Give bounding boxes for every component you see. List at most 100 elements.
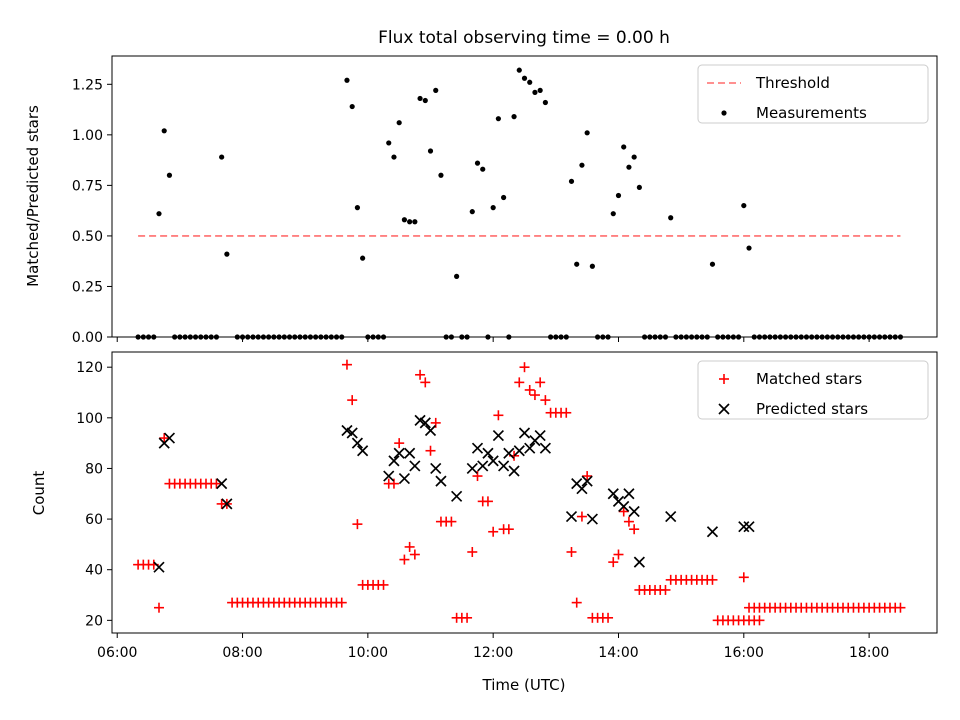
count-y-tick-label: 80 — [85, 461, 103, 477]
predicted-stars-point — [738, 521, 750, 533]
measurements-point — [615, 192, 622, 199]
matched-stars-point — [576, 511, 587, 522]
measurements-point — [709, 261, 716, 267]
matched-stars-point — [482, 496, 493, 507]
predicted-stars-point — [503, 447, 515, 459]
measurements-point — [417, 95, 423, 102]
matched-stars-point — [566, 546, 577, 557]
ratio-marks — [135, 67, 904, 340]
ratio-legend: Threshold Measurements — [697, 64, 929, 124]
measurements-point — [412, 219, 418, 225]
legend-marker-swatch — [719, 374, 729, 384]
matched-stars-point — [623, 516, 634, 527]
measurements-point — [532, 89, 538, 95]
count-x-tick-label: 14:00 — [598, 645, 638, 661]
predicted-stars-point — [743, 521, 755, 533]
count-x-tick-label: 12:00 — [473, 645, 513, 661]
matched-stars-point — [493, 410, 504, 421]
measurements-point — [344, 77, 350, 83]
predicted-stars-point — [388, 455, 400, 467]
measurements-point — [626, 164, 632, 170]
matched-stars-point — [613, 549, 624, 560]
measurements-point — [480, 166, 486, 172]
matched-stars-point — [603, 612, 614, 623]
matched-stars-point — [159, 433, 170, 444]
matched-stars-point — [618, 506, 629, 517]
count-y-tick-label: 120 — [76, 360, 103, 376]
predicted-stars-point — [487, 455, 499, 467]
ratio-y-axis-label: Matched/Predicted stars — [24, 105, 42, 287]
count-legend-entry: Predicted stars — [718, 400, 868, 418]
matched-stars-point — [754, 615, 765, 626]
count-legend: Matched stars Predicted stars — [697, 360, 929, 420]
matched-stars-point — [571, 597, 582, 608]
ratio-y-tick-label: 0.50 — [72, 229, 103, 245]
measurements-point — [516, 67, 522, 73]
measurements-point — [360, 255, 366, 261]
matched-stars-point — [425, 445, 436, 456]
measurements-point — [354, 205, 361, 211]
predicted-stars-point — [477, 460, 489, 472]
predicted-stars-point — [565, 510, 578, 523]
predicted-stars-point — [539, 442, 551, 454]
measurements-point — [469, 209, 475, 215]
measurements-point — [438, 172, 444, 178]
measurements-point — [636, 184, 642, 191]
predicted-stars-point — [435, 475, 447, 487]
predicted-stars-point — [451, 490, 463, 502]
count-y-tick-label: 20 — [85, 613, 103, 629]
matched-stars-point — [211, 478, 222, 489]
measurements-point — [422, 97, 428, 104]
measurements-point — [407, 219, 413, 225]
count-y-tick-label: 40 — [85, 563, 103, 579]
predicted-stars-point — [492, 429, 504, 442]
predicted-stars-point — [618, 500, 630, 513]
matched-stars-point — [707, 574, 718, 585]
ratio-legend-entry: Measurements — [721, 104, 867, 122]
matched-stars-point — [399, 554, 410, 565]
legend-marker-swatch — [721, 110, 727, 116]
predicted-stars-point — [524, 442, 536, 454]
predicted-stars-point — [216, 478, 228, 490]
predicted-stars-point — [424, 424, 437, 437]
measurements-point — [474, 160, 481, 166]
matched-stars-point — [394, 438, 405, 449]
matched-stars-point — [409, 549, 420, 560]
count-legend-box — [697, 360, 929, 420]
matched-stars-point — [341, 359, 352, 370]
ratio-y-tick-label: 1.25 — [72, 77, 103, 93]
matched-stars-point — [153, 602, 164, 613]
count-y-tick-label: 100 — [76, 411, 103, 427]
measurements-point — [490, 205, 496, 211]
matched-stars-point — [582, 471, 593, 482]
measurements-point — [166, 172, 173, 178]
matched-stars-point — [347, 395, 358, 406]
predicted-stars-point — [409, 460, 421, 472]
predicted-stars-point — [383, 470, 395, 482]
measurements-point — [741, 202, 747, 209]
count-marks — [133, 359, 906, 626]
measurements-point — [584, 130, 590, 136]
count-plot-frame — [111, 351, 938, 634]
measurements-point — [521, 75, 528, 81]
matched-stars-point — [629, 524, 640, 535]
predicted-stars-point — [398, 472, 411, 485]
matched-stars-point — [561, 407, 572, 418]
count-x-tick-label: 18:00 — [849, 645, 889, 661]
matched-stars-point — [420, 377, 431, 388]
predicted-stars-point — [393, 447, 405, 459]
matched-stars-point — [529, 390, 540, 401]
predicted-stars-point — [508, 465, 520, 477]
measurements-point — [527, 79, 533, 85]
measurements-point — [401, 217, 408, 223]
measurements-point — [568, 178, 575, 184]
predicted-stars-point — [163, 432, 176, 444]
ratio-panel: Flux total observing time = 0.00 h 0.00 0… — [24, 28, 938, 346]
matched-stars-point — [540, 395, 551, 406]
predicted-stars-point — [513, 445, 525, 457]
matched-stars-point — [352, 519, 363, 530]
measurements-point — [427, 148, 434, 154]
predicted-stars-point — [665, 510, 677, 523]
count-x-tick-label: 16:00 — [724, 645, 764, 661]
measurements-point — [219, 154, 225, 160]
